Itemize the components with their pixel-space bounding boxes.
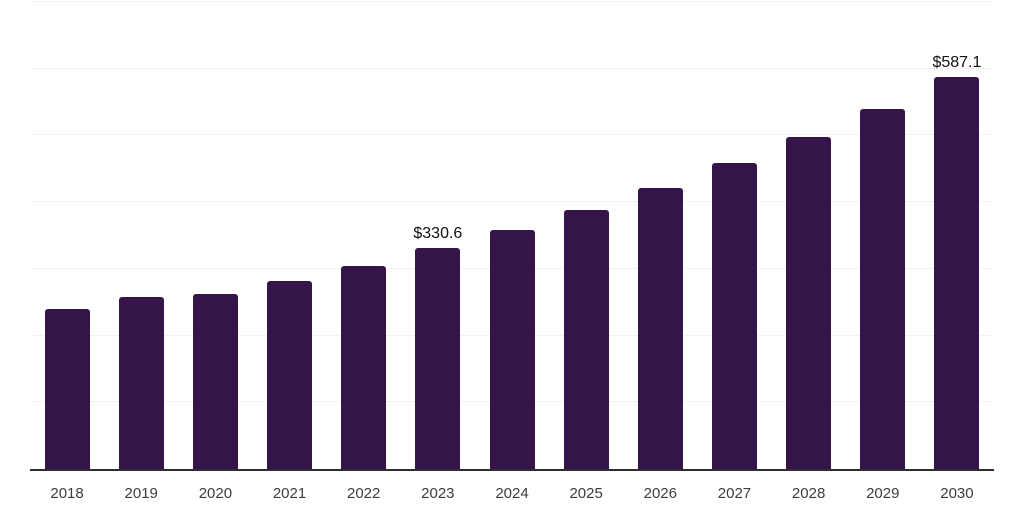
bar-2025 [563, 210, 609, 469]
plot-area: $330.6 $587.1 [30, 1, 994, 469]
x-tick-label-2028: 2028 [791, 485, 826, 502]
gridline [30, 201, 994, 203]
bar-2018 [44, 308, 90, 469]
x-tick-label-2029: 2029 [866, 485, 900, 502]
bar-2029 [860, 108, 906, 469]
x-tick-label-2025: 2025 [569, 485, 603, 502]
bar-2024 [489, 230, 535, 469]
x-tick-label-2024: 2024 [495, 485, 529, 502]
x-tick-label-2022: 2022 [347, 485, 381, 502]
x-tick-label-2030: 2030 [940, 485, 974, 502]
x-tick-label-2027: 2027 [717, 485, 752, 502]
bar-2023 [415, 248, 461, 469]
bar-2019 [118, 297, 164, 469]
x-tick-label-2019: 2019 [124, 485, 158, 502]
gridline [30, 134, 994, 136]
gridline [30, 67, 994, 69]
bar-2028 [786, 136, 832, 469]
gridline [30, 1, 994, 2]
data-label-2023: $330.6 [413, 225, 463, 243]
x-tick-label-2018: 2018 [50, 485, 84, 502]
x-tick-label-2026: 2026 [643, 485, 677, 502]
x-tick-label-2020: 2020 [198, 485, 233, 502]
x-tick-label-2021: 2021 [272, 485, 307, 502]
x-axis-line [30, 469, 994, 471]
bar-2026 [637, 187, 683, 469]
bar-2030 [934, 77, 980, 469]
x-tick-label-2023: 2023 [421, 485, 455, 502]
bar-2021 [267, 280, 313, 469]
bar-2022 [341, 265, 387, 469]
bar-2020 [192, 293, 238, 469]
data-label-2030: $587.1 [932, 54, 982, 72]
bar-2027 [711, 162, 757, 469]
